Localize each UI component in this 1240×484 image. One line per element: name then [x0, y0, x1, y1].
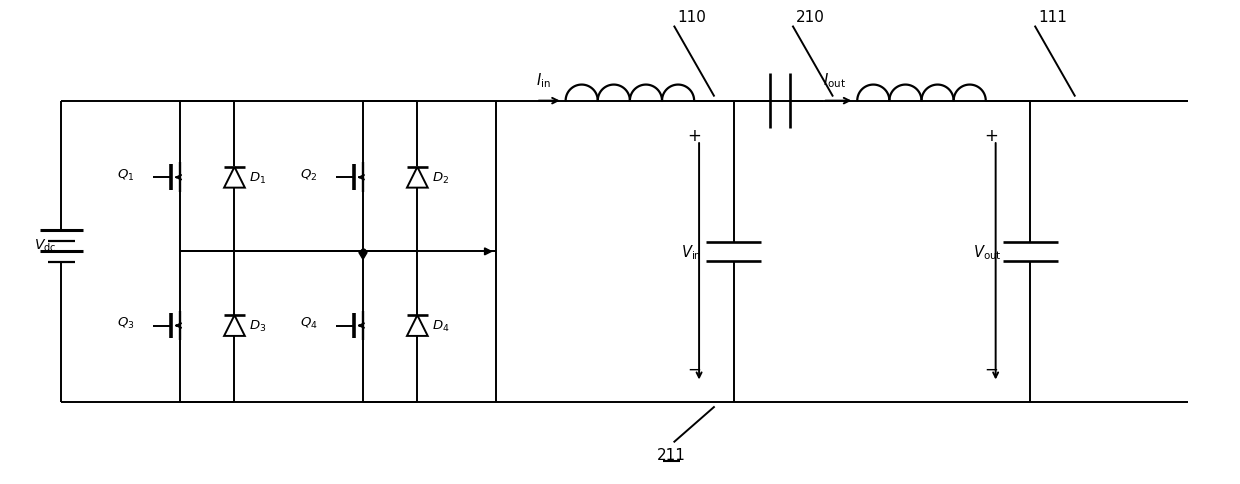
Text: 111: 111: [1038, 10, 1068, 25]
Polygon shape: [485, 248, 491, 256]
Text: $V_{\rm dc}$: $V_{\rm dc}$: [35, 237, 57, 253]
Text: $Q_1$: $Q_1$: [117, 167, 134, 182]
Text: $D_4$: $D_4$: [433, 318, 450, 333]
Text: $I_{\rm in}$: $I_{\rm in}$: [536, 71, 551, 90]
Text: $V_{\rm in}$: $V_{\rm in}$: [681, 242, 702, 261]
Text: +: +: [983, 127, 998, 145]
Text: $I_{\rm out}$: $I_{\rm out}$: [822, 71, 846, 90]
Text: $D_3$: $D_3$: [249, 318, 267, 333]
Text: 210: 210: [796, 10, 825, 25]
Text: 211: 211: [657, 447, 686, 462]
Text: $-$: $-$: [983, 359, 998, 377]
Text: $Q_3$: $Q_3$: [117, 316, 134, 331]
Text: $Q_4$: $Q_4$: [300, 316, 317, 331]
Text: $V_{\rm out}$: $V_{\rm out}$: [973, 242, 1002, 261]
Text: $D_1$: $D_1$: [249, 170, 267, 185]
Polygon shape: [358, 253, 367, 260]
Text: $D_2$: $D_2$: [433, 170, 449, 185]
Text: $Q_2$: $Q_2$: [300, 167, 317, 182]
Text: $-$: $-$: [687, 359, 701, 377]
Text: 110: 110: [677, 10, 707, 25]
Text: +: +: [687, 127, 701, 145]
